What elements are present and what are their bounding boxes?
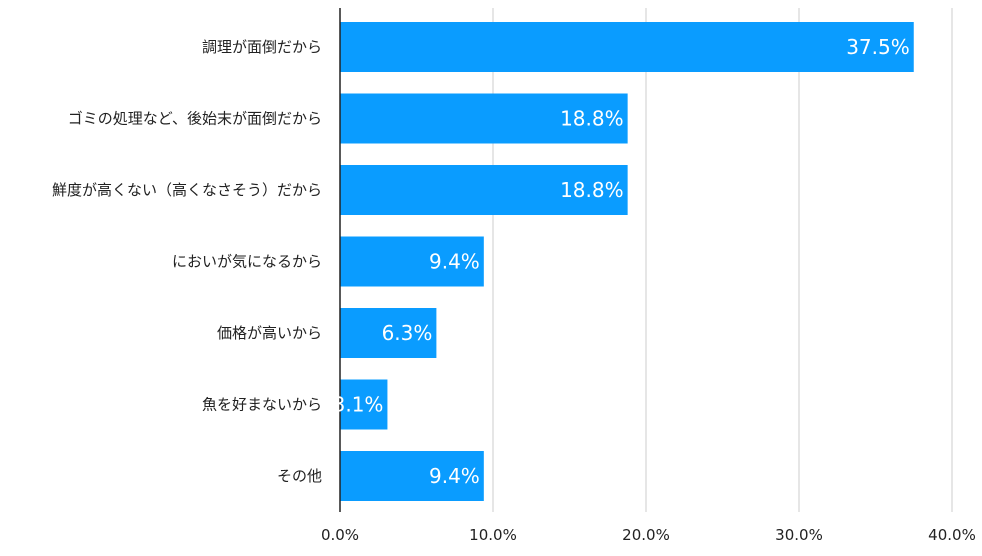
label-layer: 0.0% 10.0% 20.0% 30.0% 40.0% 調理が面倒だから 37.5% ゴミの… bbox=[52, 35, 976, 544]
x-tick-label: 0.0% bbox=[321, 526, 359, 544]
data-label: 9.4% bbox=[429, 250, 480, 274]
data-label: 18.8% bbox=[560, 178, 624, 202]
x-tick-label: 40.0% bbox=[928, 526, 976, 544]
category-label: 鮮度が高くない（高くなさそう）だから bbox=[52, 181, 322, 199]
category-label: においが気になるから bbox=[172, 253, 322, 271]
x-tick-label: 10.0% bbox=[469, 526, 517, 544]
bar bbox=[340, 451, 484, 501]
category-label: 価格が高いから bbox=[217, 324, 322, 342]
x-tick-label: 20.0% bbox=[622, 526, 670, 544]
category-label: 調理が面倒だから bbox=[202, 38, 322, 56]
bar bbox=[340, 236, 484, 287]
grid-layer bbox=[492, 8, 953, 512]
category-label: 魚を好まないから bbox=[202, 396, 322, 414]
x-tick-label: 30.0% bbox=[775, 526, 823, 544]
bar bbox=[340, 379, 388, 430]
data-label: 18.8% bbox=[560, 107, 624, 131]
bar-layer bbox=[340, 22, 914, 501]
bar bbox=[340, 93, 628, 144]
category-label: その他 bbox=[277, 467, 322, 485]
bar bbox=[340, 22, 914, 72]
data-label: 6.3% bbox=[382, 321, 433, 345]
category-label: ゴミの処理など、後始末が面倒だから bbox=[68, 110, 322, 128]
data-label: 9.4% bbox=[429, 464, 480, 488]
data-label: 3.1% bbox=[333, 393, 384, 417]
data-label: 37.5% bbox=[846, 35, 910, 59]
bar bbox=[340, 308, 437, 358]
bar bbox=[340, 165, 628, 215]
